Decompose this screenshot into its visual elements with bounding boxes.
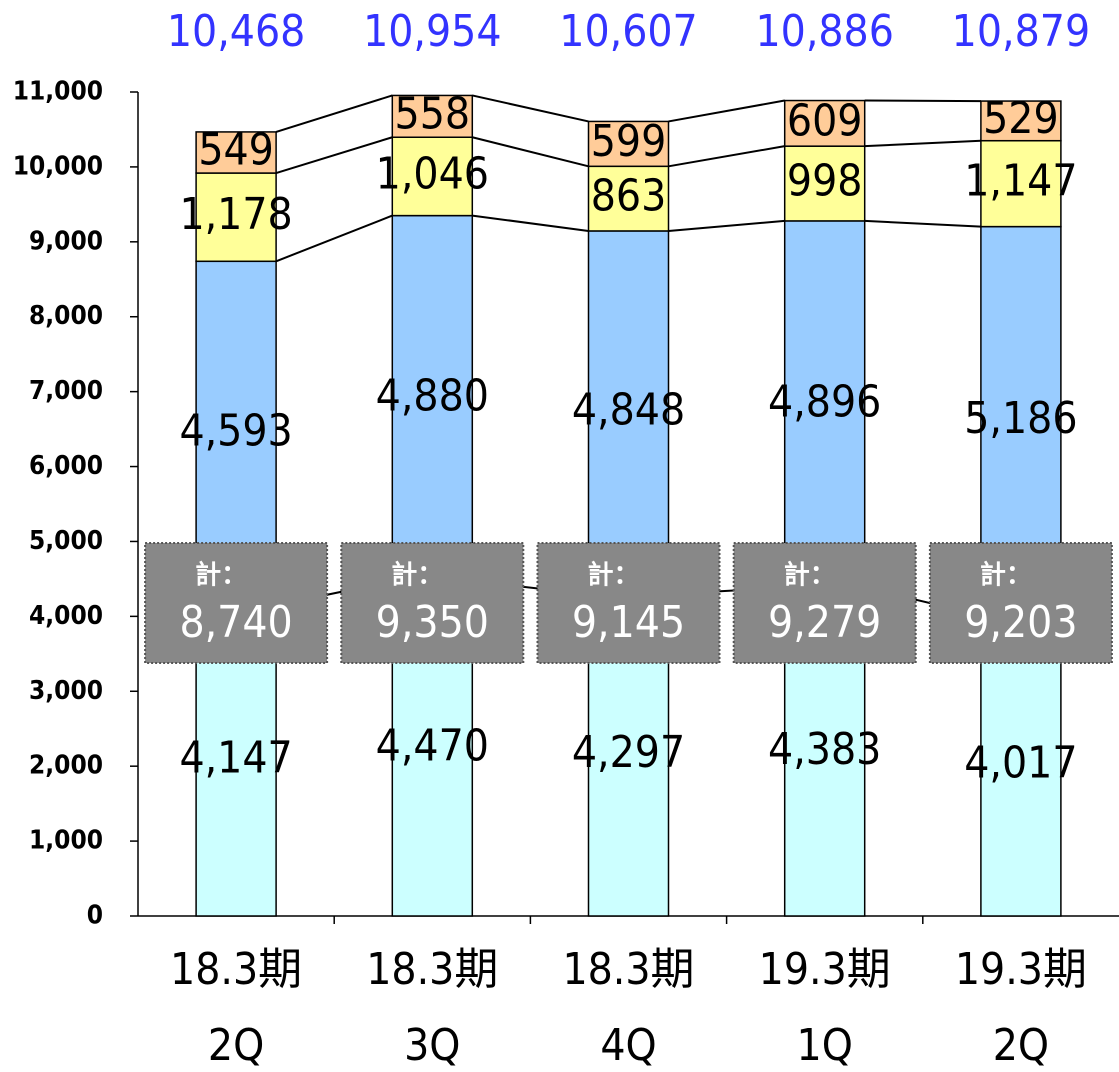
value-label: 4,470 xyxy=(376,721,489,772)
x-tick-label: 3Q xyxy=(404,1020,460,1071)
x-tick-label: 18.3期 xyxy=(170,944,302,995)
subtotal-box xyxy=(732,542,917,664)
subtotal-caption: 計： xyxy=(587,560,639,591)
y-tick-label: 7,000 xyxy=(29,376,103,406)
value-label: 4,848 xyxy=(572,385,685,436)
subtotal-value: 9,279 xyxy=(768,597,881,648)
subtotal-box xyxy=(340,542,525,664)
y-tick-label: 5,000 xyxy=(29,526,103,556)
value-label: 1,046 xyxy=(376,148,489,199)
value-label: 4,593 xyxy=(179,405,292,456)
y-tick-label: 0 xyxy=(87,901,103,931)
value-label: 4,383 xyxy=(768,724,881,775)
y-tick-label: 4,000 xyxy=(29,601,103,631)
total-label: 10,954 xyxy=(363,6,501,57)
bar-segment xyxy=(587,120,670,168)
y-tick-label: 10,000 xyxy=(13,151,103,181)
value-label: 4,017 xyxy=(964,738,1077,789)
subtotal-caption: 計： xyxy=(784,560,836,591)
value-label: 4,147 xyxy=(179,733,292,784)
subtotal-value: 9,145 xyxy=(572,597,685,648)
value-label: 4,880 xyxy=(376,370,489,421)
bar-segment xyxy=(980,614,1062,917)
value-label: 609 xyxy=(787,95,863,146)
x-tick-label: 2Q xyxy=(993,1020,1049,1071)
x-tick-label: 2Q xyxy=(208,1020,264,1071)
y-tick-label: 9,000 xyxy=(29,226,103,256)
connector xyxy=(864,99,981,103)
connector xyxy=(668,219,785,232)
connector xyxy=(864,219,981,228)
y-tick-label: 11,000 xyxy=(13,77,103,107)
connector xyxy=(472,94,589,123)
total-label: 10,468 xyxy=(167,6,305,57)
connector xyxy=(864,139,981,148)
value-label: 863 xyxy=(591,171,667,222)
subtotal-value: 8,740 xyxy=(179,597,292,648)
subtotal-caption: 計： xyxy=(980,560,1032,591)
y-tick-label: 8,000 xyxy=(29,301,103,331)
bar-segment xyxy=(980,100,1062,142)
total-label: 10,607 xyxy=(559,6,697,57)
value-label: 599 xyxy=(591,116,667,167)
connector xyxy=(472,214,589,232)
x-tick-label: 19.3期 xyxy=(955,944,1087,995)
connector xyxy=(275,136,393,175)
value-label: 558 xyxy=(395,88,471,139)
value-label: 1,147 xyxy=(964,156,1077,207)
subtotal-caption: 計： xyxy=(391,560,443,591)
bar-segment xyxy=(587,165,670,232)
bar-segment xyxy=(783,220,866,589)
connector xyxy=(275,94,393,133)
value-label: 4,297 xyxy=(572,727,685,778)
bar-segment xyxy=(391,94,474,138)
value-label: 529 xyxy=(983,93,1059,144)
bar-segment xyxy=(587,230,670,595)
value-label: 998 xyxy=(787,156,863,207)
total-label: 10,886 xyxy=(755,6,893,57)
x-tick-label: 18.3期 xyxy=(366,944,498,995)
subtotal-value: 9,350 xyxy=(376,597,489,648)
bar-segment xyxy=(783,99,866,147)
value-label: 5,186 xyxy=(964,393,1077,444)
y-tick-label: 2,000 xyxy=(29,751,103,781)
y-tick-label: 1,000 xyxy=(29,826,103,856)
subtotal-box xyxy=(144,542,329,664)
value-label: 1,178 xyxy=(179,189,292,240)
connector xyxy=(472,136,589,168)
subtotal-box xyxy=(536,542,721,664)
value-label: 4,896 xyxy=(768,376,881,427)
connector xyxy=(668,145,785,168)
x-tick-label: 1Q xyxy=(797,1020,853,1071)
bar-segment xyxy=(783,145,866,222)
x-tick-label: 19.3期 xyxy=(759,944,891,995)
y-tick-label: 3,000 xyxy=(29,676,103,706)
x-tick-label: 4Q xyxy=(600,1020,656,1071)
connector xyxy=(668,99,785,123)
subtotal-value: 9,203 xyxy=(964,597,1077,648)
y-tick-label: 6,000 xyxy=(29,451,103,481)
subtotal-caption: 計： xyxy=(195,560,247,591)
total-label: 10,879 xyxy=(952,6,1090,57)
bar-segment xyxy=(195,131,277,174)
x-tick-label: 18.3期 xyxy=(562,944,694,995)
connector xyxy=(275,214,393,263)
subtotal-box xyxy=(928,542,1113,664)
bar-segment xyxy=(391,214,474,582)
value-label: 549 xyxy=(198,124,274,175)
